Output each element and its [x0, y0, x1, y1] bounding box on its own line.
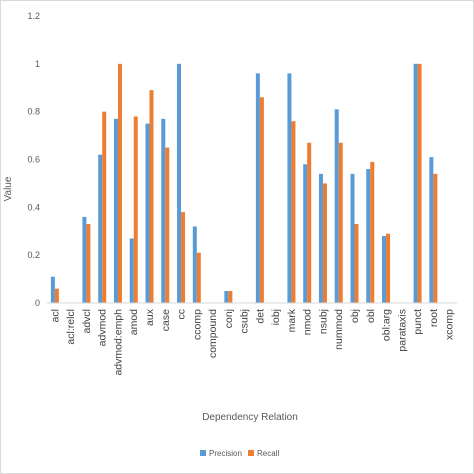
bar-recall-advcl: [86, 224, 91, 303]
x-tick-label: root: [428, 309, 440, 327]
y-tick-label: 0.2: [27, 250, 40, 260]
x-tick-label: xcomp: [444, 309, 456, 340]
x-tick-label: acl:relcl: [65, 309, 77, 345]
bar-precision-punct: [413, 63, 418, 303]
x-tick-label: obl: [365, 309, 377, 323]
x-tick-label: amod: [128, 309, 140, 335]
x-tick-label: acl: [49, 309, 61, 322]
bar-precision-cc: [177, 63, 182, 303]
bar-precision-advmod-emph: [113, 118, 118, 303]
bar-recall-mark: [291, 121, 296, 303]
y-tick-label: 0.6: [27, 155, 40, 165]
bar-precision-obl: [366, 169, 371, 303]
y-tick-label: 0.8: [27, 107, 40, 117]
x-tick-label: ccomp: [191, 309, 203, 340]
y-tick-label: 0: [35, 298, 40, 308]
x-tick-label: mark: [286, 308, 298, 332]
bar-recall-cc: [181, 212, 186, 303]
bar-recall-root: [433, 173, 438, 303]
y-tick-label: 1.2: [27, 11, 40, 21]
y-axis-ticks: 0 0.2 0.4 0.6 0.8 1 1.2: [27, 11, 40, 308]
bar-precision-det: [255, 73, 260, 304]
x-tick-label: punct: [412, 309, 424, 335]
x-tick-label: cc: [176, 309, 188, 320]
bar-precision-case: [161, 118, 166, 303]
x-tick-label: parataxis: [396, 309, 408, 352]
bar-precision-conj: [224, 291, 229, 303]
x-tick-label: det: [254, 309, 266, 324]
legend: Precision Recall: [200, 449, 279, 458]
bar-precision-obl-arg: [382, 236, 387, 303]
legend-label-precision: Precision: [209, 449, 242, 458]
bar-precision-mark: [287, 73, 292, 304]
bars: [50, 63, 438, 304]
x-tick-label: nmod: [302, 309, 314, 335]
bar-precision-amod: [129, 238, 134, 303]
bar-precision-nummod: [334, 109, 339, 304]
bar-precision-nmod: [303, 164, 308, 303]
bar-recall-amod: [133, 116, 138, 303]
x-tick-label: conj: [223, 309, 235, 328]
legend-swatch-recall: [248, 450, 254, 456]
x-axis-ticks: acl acl:relcl advcl advmod advmod:emph amod au…: [49, 308, 455, 375]
x-tick-label: advmod:emph: [112, 309, 124, 376]
bar-precision-nsubj: [318, 173, 323, 303]
bar-precision-advcl: [82, 216, 87, 303]
bar-recall-det: [259, 97, 264, 303]
bar-recall-aux: [149, 90, 154, 303]
y-axis-title: Value: [3, 176, 14, 201]
bar-precision-acl: [50, 276, 55, 303]
x-tick-label: nummod: [333, 309, 345, 350]
x-tick-label: compound: [207, 309, 219, 358]
y-tick-label: 1: [35, 59, 40, 69]
bar-recall-obj: [354, 224, 359, 303]
legend-label-recall: Recall: [257, 449, 279, 458]
bar-recall-acl: [54, 288, 59, 303]
bar-precision-root: [429, 157, 434, 303]
x-tick-label: obl:arg: [381, 309, 393, 341]
bar-recall-obl-arg: [386, 233, 391, 303]
x-tick-label: advcl: [81, 309, 93, 334]
legend-swatch-precision: [200, 450, 206, 456]
bar-precision-advmod: [98, 154, 103, 303]
bar-recall-advmod: [102, 111, 107, 303]
x-tick-label: nsubj: [317, 309, 329, 334]
y-tick-label: 0.4: [27, 202, 40, 212]
bar-precision-obj: [350, 173, 355, 303]
bar-recall-punct: [417, 63, 422, 303]
bar-recall-case: [165, 147, 170, 303]
x-axis-title: Dependency Relation: [202, 412, 298, 423]
bar-precision-ccomp: [192, 226, 197, 303]
x-tick-label: obj: [349, 309, 361, 323]
bar-recall-nsubj: [322, 183, 327, 303]
x-tick-label: aux: [144, 308, 156, 326]
x-tick-label: case: [160, 309, 172, 331]
x-tick-label: csubj: [239, 309, 251, 334]
bar-recall-conj: [228, 291, 233, 303]
x-tick-label: iobj: [270, 309, 282, 325]
x-tick-label: advmod: [97, 309, 109, 347]
bar-recall-ccomp: [196, 252, 201, 303]
bar-recall-advmod-emph: [117, 63, 122, 303]
bar-precision-aux: [145, 123, 150, 304]
bar-recall-nmod: [307, 142, 312, 303]
bar-recall-nummod: [338, 142, 343, 303]
bar-recall-obl: [370, 161, 375, 303]
